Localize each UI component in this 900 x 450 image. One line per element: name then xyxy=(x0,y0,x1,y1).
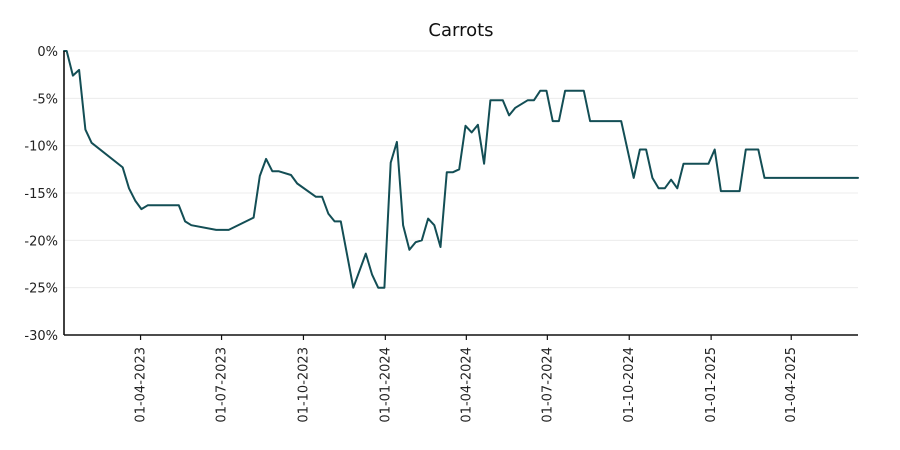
axes xyxy=(63,51,858,336)
y-tick-label: -20% xyxy=(24,234,58,249)
series-line xyxy=(63,50,859,289)
x-tick-label: 01-04-2025 xyxy=(784,347,799,423)
chart-title: Carrots xyxy=(428,20,493,41)
x-tick-label: 01-01-2024 xyxy=(378,347,393,423)
x-tick-label: 01-07-2024 xyxy=(540,347,555,423)
series-layer xyxy=(63,50,859,289)
y-tick-label: 0% xyxy=(37,45,58,60)
y-tick-label: -25% xyxy=(24,282,58,297)
y-tick-label: -10% xyxy=(24,140,58,155)
x-tick-label: 01-04-2024 xyxy=(459,347,474,423)
y-axis-ticks: 0% -5% -10% -15% -20% -25% -30% xyxy=(24,45,58,344)
gridlines xyxy=(64,50,858,289)
x-tick-label: 01-10-2023 xyxy=(296,347,311,423)
y-tick-label: -30% xyxy=(24,329,58,344)
x-tick-label: 01-04-2023 xyxy=(134,347,149,423)
x-tick-label: 01-07-2023 xyxy=(215,347,230,423)
x-tick-label: 01-01-2025 xyxy=(704,347,719,423)
x-tick-label: 01-10-2024 xyxy=(622,347,637,423)
y-tick-label: -15% xyxy=(24,187,58,202)
y-tick-label: -5% xyxy=(33,92,58,107)
x-axis-ticks: 01-04-2023 01-07-2023 01-10-2023 01-01-2024… xyxy=(134,335,799,423)
